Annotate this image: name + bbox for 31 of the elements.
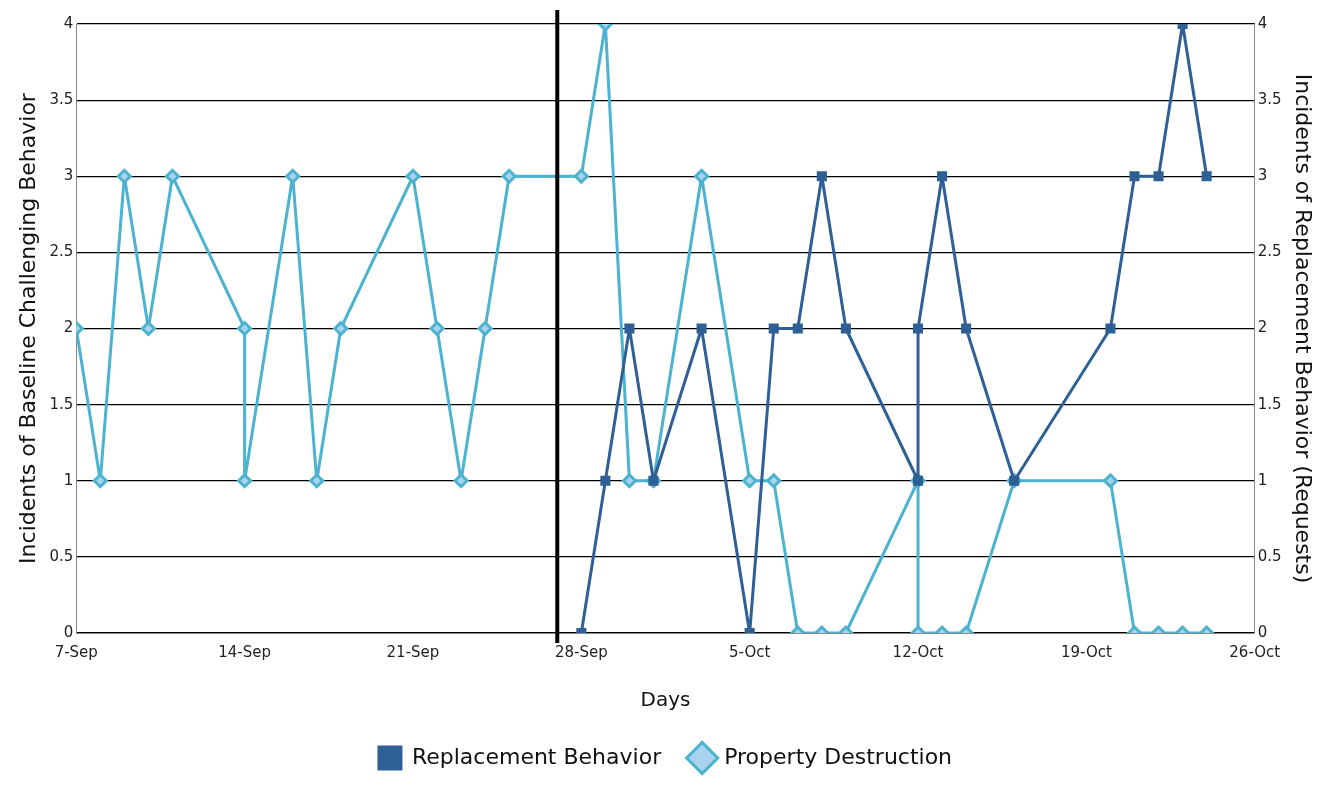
y-tick-label: 1.5	[49, 394, 74, 413]
y-tick-label: 3.5	[49, 90, 74, 109]
y2-tick-label: 2.5	[1257, 242, 1282, 261]
y-tick-label: 2.5	[49, 242, 74, 261]
y-tick-label: 4	[63, 13, 74, 32]
y2-tick-label: 3	[1257, 166, 1268, 185]
y2-tick-label: 0.5	[1257, 546, 1282, 565]
y-tick-label: 0.5	[49, 546, 74, 565]
x-tick-label: 19-Oct	[1060, 642, 1112, 661]
y-axis-title: Incidents of Baseline Challenging Behavior	[14, 92, 40, 564]
x-tick-label: 28-Sep	[554, 642, 608, 661]
x-tick-label: 12-Oct	[892, 642, 944, 661]
y2-tick-label: 2	[1257, 318, 1268, 337]
y-tick-label: 1	[63, 470, 74, 489]
x-tick-label: 14-Sep	[218, 642, 271, 661]
y-tick-label: 0	[63, 622, 74, 641]
x-tick-label: 5-Oct	[729, 642, 771, 661]
legend-label: Replacement Behavior	[411, 743, 663, 769]
y2-tick-label: 0	[1257, 622, 1268, 641]
y2-tick-label: 1.5	[1257, 394, 1282, 413]
y-tick-label: 2	[63, 318, 74, 337]
x-tick-label: 21-Sep	[386, 642, 440, 661]
y-tick-label: 3	[63, 166, 74, 185]
legend-label: Property Destruction	[724, 743, 953, 769]
x-tick-label: 26-Oct	[1229, 642, 1281, 661]
y2-tick-label: 3.5	[1257, 90, 1282, 109]
y2-tick-label: 1	[1257, 470, 1268, 489]
y2-axis-title: Incidents of Replacement Behavior (Requests)	[1291, 73, 1317, 584]
x-axis-title: Days	[640, 687, 691, 712]
y2-tick-label: 4	[1257, 13, 1268, 32]
x-tick-label: 7-Sep	[54, 642, 98, 661]
